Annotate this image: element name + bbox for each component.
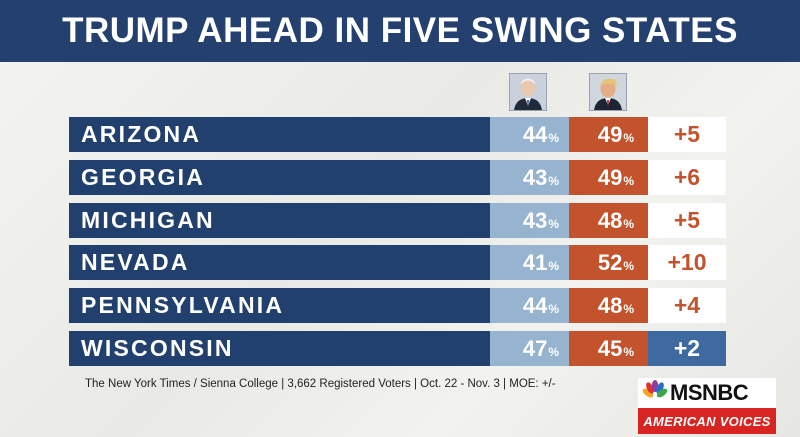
margin-value: +10 xyxy=(648,245,726,280)
dem-value: 43% xyxy=(490,160,569,195)
trump-portrait-icon xyxy=(589,73,627,111)
percent-sign: % xyxy=(623,216,634,231)
dem-value: 44% xyxy=(490,288,569,323)
peacock-icon xyxy=(642,379,668,407)
table-row: WISCONSIN 47% 45% +2 xyxy=(69,331,726,366)
rep-value-number: 52 xyxy=(597,249,623,275)
margin-value: +6 xyxy=(648,160,726,195)
state-label: ARIZONA xyxy=(69,117,490,152)
table-row: MICHIGAN 43% 48% +5 xyxy=(69,203,726,238)
rep-value-number: 49 xyxy=(597,121,623,147)
percent-sign: % xyxy=(548,173,559,188)
rep-value: 48% xyxy=(569,288,648,323)
rep-value: 52% xyxy=(569,245,648,280)
margin-value: +2 xyxy=(648,331,726,366)
state-label: PENNSYLVANIA xyxy=(69,288,490,323)
table-row: GEORGIA 43% 49% +6 xyxy=(69,160,726,195)
source-note: The New York Times / Sienna College | 3,… xyxy=(85,378,556,390)
percent-sign: % xyxy=(548,216,559,231)
state-label: WISCONSIN xyxy=(69,331,490,366)
show-name: AMERICAN VOICES xyxy=(638,408,776,434)
rep-value: 49% xyxy=(569,160,648,195)
dem-value-number: 47 xyxy=(522,335,548,361)
rep-value: 49% xyxy=(569,117,648,152)
dem-value: 43% xyxy=(490,203,569,238)
msnbc-logo: MSNBC AMERICAN VOICES xyxy=(638,378,776,434)
percent-sign: % xyxy=(623,344,634,359)
rep-value-number: 49 xyxy=(597,164,623,190)
dem-value-number: 44 xyxy=(522,292,548,318)
percent-sign: % xyxy=(623,173,634,188)
table-row: PENNSYLVANIA 44% 48% +4 xyxy=(69,288,726,323)
dem-value: 44% xyxy=(490,117,569,152)
rep-value-number: 48 xyxy=(597,292,623,318)
network-name: MSNBC xyxy=(670,380,749,405)
dem-value-number: 44 xyxy=(522,121,548,147)
table-row: NEVADA 41% 52% +10 xyxy=(69,245,726,280)
dem-value-number: 43 xyxy=(522,207,548,233)
margin-value: +5 xyxy=(648,117,726,152)
margin-value: +5 xyxy=(648,203,726,238)
state-label: GEORGIA xyxy=(69,160,490,195)
dem-value-number: 41 xyxy=(522,249,548,275)
rep-value-number: 45 xyxy=(597,335,623,361)
percent-sign: % xyxy=(623,301,634,316)
table-row: ARIZONA 44% 49% +5 xyxy=(69,117,726,152)
rep-value: 45% xyxy=(569,331,648,366)
percent-sign: % xyxy=(548,344,559,359)
biden-portrait-icon xyxy=(509,73,547,111)
percent-sign: % xyxy=(623,258,634,273)
dem-value-number: 43 xyxy=(522,164,548,190)
dem-value: 47% xyxy=(490,331,569,366)
rep-value: 48% xyxy=(569,203,648,238)
chart-title: TRUMP AHEAD IN FIVE SWING STATES xyxy=(0,0,800,62)
percent-sign: % xyxy=(548,258,559,273)
percent-sign: % xyxy=(548,301,559,316)
percent-sign: % xyxy=(623,130,634,145)
percent-sign: % xyxy=(548,130,559,145)
state-label: MICHIGAN xyxy=(69,203,490,238)
rep-value-number: 48 xyxy=(597,207,623,233)
margin-value: +4 xyxy=(648,288,726,323)
state-label: NEVADA xyxy=(69,245,490,280)
dem-value: 41% xyxy=(490,245,569,280)
